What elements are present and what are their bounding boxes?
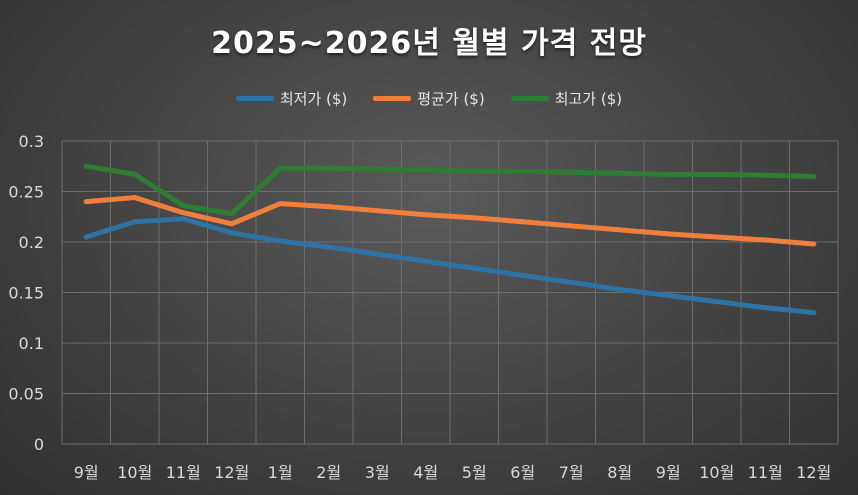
data-point: [180, 210, 186, 216]
data-point: [132, 219, 138, 225]
data-point: [714, 234, 720, 240]
data-point: [277, 165, 283, 171]
data-point: [277, 201, 283, 207]
x-tick-label: 12월: [796, 463, 831, 482]
series-line-avg: [83, 195, 817, 247]
y-tick-label: 0.25: [8, 183, 44, 202]
data-point: [83, 199, 89, 205]
x-tick-label: 9월: [74, 463, 99, 482]
y-tick-label: 0.05: [8, 385, 44, 404]
x-tick-label: 10월: [117, 463, 152, 482]
data-point: [714, 299, 720, 305]
y-tick-label: 0.1: [19, 334, 44, 353]
x-tick-label: 5월: [462, 463, 487, 482]
data-point: [374, 208, 380, 214]
y-tick-label: 0.2: [19, 233, 44, 252]
data-point: [665, 231, 671, 237]
data-point: [617, 286, 623, 292]
x-tick-label: 11월: [166, 463, 201, 482]
data-point: [471, 168, 477, 174]
legend: 최저가 ($) 평균가 ($) 최고가 ($): [0, 88, 858, 109]
grid-layer: [61, 140, 839, 445]
x-tick-label: 3월: [365, 463, 390, 482]
x-tick-label: 7월: [559, 463, 584, 482]
legend-item-min: 최저가 ($): [235, 88, 348, 109]
data-point: [762, 305, 768, 311]
data-point: [471, 265, 477, 271]
data-point: [811, 173, 817, 179]
data-point: [132, 195, 138, 201]
legend-label-min: 최저가 ($): [279, 90, 348, 108]
data-point: [762, 237, 768, 243]
x-tick-label: 6월: [510, 463, 535, 482]
x-tick-label: 11월: [748, 463, 783, 482]
data-point: [423, 212, 429, 218]
data-point: [665, 171, 671, 177]
data-point: [180, 203, 186, 209]
data-point: [568, 223, 574, 229]
legend-label-avg: 평균가 ($): [417, 90, 485, 108]
data-point: [180, 216, 186, 222]
series-layer: [83, 163, 817, 316]
data-point: [132, 171, 138, 177]
data-point: [568, 279, 574, 285]
x-tick-label: 2월: [316, 463, 341, 482]
data-point: [423, 167, 429, 173]
x-tick-label: 10월: [699, 463, 734, 482]
x-tick-label: 4월: [413, 463, 438, 482]
legend-item-avg: 평균가 ($): [373, 88, 485, 109]
x-tick-label: 12월: [214, 463, 249, 482]
x-tick-label: 1월: [268, 463, 293, 482]
data-point: [762, 172, 768, 178]
data-point: [229, 211, 235, 217]
y-axis: 0 0.05 0.1 0.15 0.2 0.25 0.3: [8, 132, 44, 454]
data-point: [326, 165, 332, 171]
data-point: [568, 169, 574, 175]
chart-title: 2025~2026년 월별 가격 전망: [211, 26, 647, 61]
y-tick-label: 0: [34, 435, 44, 454]
data-point: [326, 244, 332, 250]
data-point: [520, 219, 526, 225]
legend-swatch-avg: [373, 96, 412, 101]
data-point: [229, 221, 235, 227]
series-line-min: [83, 216, 817, 316]
legend-swatch-max: [510, 96, 549, 101]
data-point: [374, 251, 380, 257]
legend-item-max: 최고가 ($): [510, 88, 623, 109]
data-point: [326, 204, 332, 210]
data-point: [423, 258, 429, 264]
data-point: [471, 215, 477, 221]
data-point: [617, 170, 623, 176]
data-point: [811, 241, 817, 247]
x-tick-label: 9월: [656, 463, 681, 482]
data-point: [617, 227, 623, 233]
y-tick-label: 0.3: [19, 132, 44, 151]
y-tick-label: 0.15: [8, 284, 44, 303]
data-point: [714, 171, 720, 177]
data-point: [811, 310, 817, 316]
data-point: [374, 166, 380, 172]
data-point: [83, 234, 89, 240]
series-line-max: [83, 163, 817, 217]
data-point: [277, 238, 283, 244]
legend-label-max: 최고가 ($): [554, 90, 623, 108]
data-point: [83, 163, 89, 169]
data-point: [520, 272, 526, 278]
data-point: [229, 230, 235, 236]
x-axis: 9월 10월 11월 12월 1월 2월 3월 4월 5월 6월 7월 8월 9월 10월 11월 12월: [74, 463, 832, 482]
data-point: [665, 293, 671, 299]
legend-swatch-min: [235, 96, 274, 101]
x-tick-label: 8월: [607, 463, 632, 482]
data-point: [520, 168, 526, 174]
